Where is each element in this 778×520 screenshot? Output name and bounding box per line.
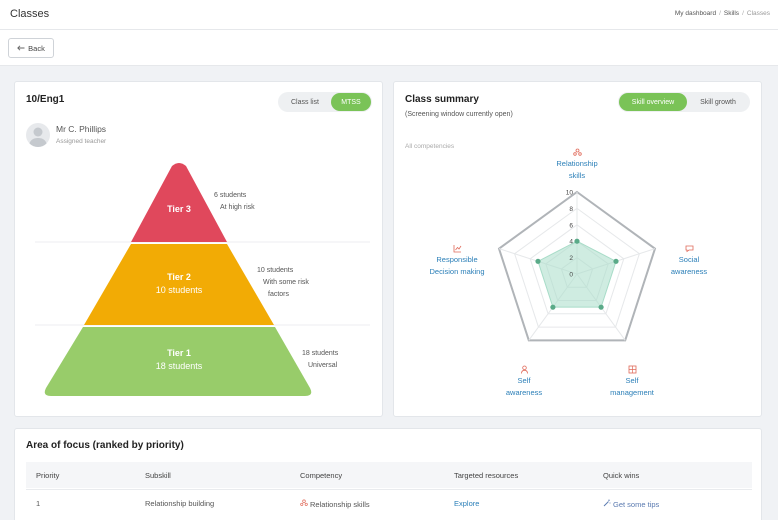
col-subskill: Subskill — [145, 471, 171, 480]
radar-point-4 — [550, 304, 556, 310]
tier-1-shape[interactable] — [44, 327, 312, 396]
col-priority: Priority — [36, 471, 60, 480]
radar-grid-ring — [497, 190, 657, 342]
class-list-tab[interactable]: Class list — [290, 98, 319, 106]
radar-point-1 — [574, 238, 580, 244]
tier-3-shape[interactable] — [131, 163, 227, 242]
row-competency: Relationship skills — [300, 499, 370, 509]
radar-label-relationship: Relationship skills — [542, 148, 612, 182]
focus-title: Area of focus (ranked by priority) — [26, 440, 184, 451]
radar-point-2 — [613, 258, 619, 264]
row-priority: 1 — [36, 499, 41, 508]
back-button[interactable]: Back — [8, 38, 54, 58]
tier-2-label: Tier 2 10 students — [155, 272, 203, 295]
person-icon — [492, 365, 556, 375]
mtss-tab[interactable]: MTSS — [331, 93, 371, 111]
radar-grid-ring — [514, 207, 640, 328]
users-icon — [300, 499, 308, 509]
top-bar: Classes My dashboard / Skills / Classes — [0, 0, 778, 30]
get-tips-link[interactable]: Get some tips — [603, 499, 659, 509]
arrow-left-icon — [17, 44, 25, 53]
summary-card: Class summary (Screening window currentl… — [393, 81, 762, 417]
radar-data-area — [537, 240, 617, 308]
users-icon — [542, 148, 612, 158]
radar-point-5 — [535, 258, 541, 264]
sub-bar: Back — [0, 30, 778, 66]
radar-point-3 — [598, 304, 604, 310]
tier-3-note: 6 students At high risk — [214, 192, 255, 211]
magic-wand-icon — [603, 499, 611, 509]
breadcrumb-skills[interactable]: Skills — [723, 10, 740, 17]
class-card: 10/Eng1 Class list MTSS Mr C. Phillips A… — [14, 81, 383, 417]
skill-growth-tab[interactable]: Skill growth — [700, 98, 736, 106]
tier-2-note: 10 students With some risk factors — [257, 267, 309, 298]
row-subskill: Relationship building — [145, 499, 215, 508]
radar-tick-label: 0 — [569, 272, 573, 279]
table-row: 1 Relationship building Relationship ski… — [26, 489, 752, 515]
focus-card: Area of focus (ranked by priority) Prior… — [14, 428, 762, 520]
grid-icon — [600, 365, 664, 375]
tier-1-note: 18 students Universal — [302, 350, 339, 369]
explore-link[interactable]: Explore — [454, 499, 480, 508]
radar-tick-label: 4 — [569, 239, 573, 246]
chat-icon — [656, 244, 722, 254]
class-title: 10/Eng1 — [26, 94, 65, 105]
radar-label-self-management: Self management — [600, 365, 664, 399]
competency-filter[interactable]: All competencies — [405, 143, 455, 150]
tier-1-label: Tier 1 18 students — [155, 348, 203, 371]
class-view-toggle: Class list MTSS — [278, 92, 372, 112]
breadcrumb-dashboard[interactable]: My dashboard — [674, 10, 717, 17]
col-quick-wins: Quick wins — [603, 471, 640, 480]
col-targeted-resources: Targeted resources — [454, 471, 519, 480]
summary-view-toggle: Skill overview Skill growth — [618, 92, 750, 112]
radar-chart: 0 2 4 6 8 10 — [497, 190, 657, 342]
avatar — [26, 123, 50, 147]
radar-tick-label: 2 — [569, 255, 573, 262]
tier-2-shape[interactable] — [84, 244, 274, 325]
radar-grid-ring — [529, 224, 625, 315]
teacher-name: Mr C. Phillips — [56, 124, 107, 134]
skill-overview-tab[interactable]: Skill overview — [619, 93, 687, 111]
radar-tick-label: 8 — [569, 206, 573, 213]
radar-tick-label: 6 — [569, 222, 573, 229]
radar-tick-label: 10 — [566, 190, 574, 197]
radar-label-decision-making: Responsible Decision making — [422, 244, 492, 278]
breadcrumb-classes: Classes — [746, 10, 770, 17]
page-title: Classes — [10, 8, 50, 20]
tier-3-label: Tier 3 — [167, 204, 191, 214]
back-label: Back — [28, 43, 45, 53]
focus-table-header: Priority Subskill Competency Targeted re… — [26, 462, 752, 488]
teacher-role: Assigned teacher — [56, 138, 107, 145]
breadcrumb: My dashboard / Skills / Classes — [674, 10, 770, 17]
col-competency: Competency — [300, 471, 343, 480]
summary-title: Class summary — [405, 94, 479, 105]
tier-pyramid — [35, 163, 370, 396]
summary-subtitle: (Screening window currently open) — [405, 111, 513, 118]
radar-label-self-awareness: Self awareness — [492, 365, 556, 399]
chart-icon — [422, 244, 492, 254]
radar-label-social: Social awareness — [656, 244, 722, 278]
